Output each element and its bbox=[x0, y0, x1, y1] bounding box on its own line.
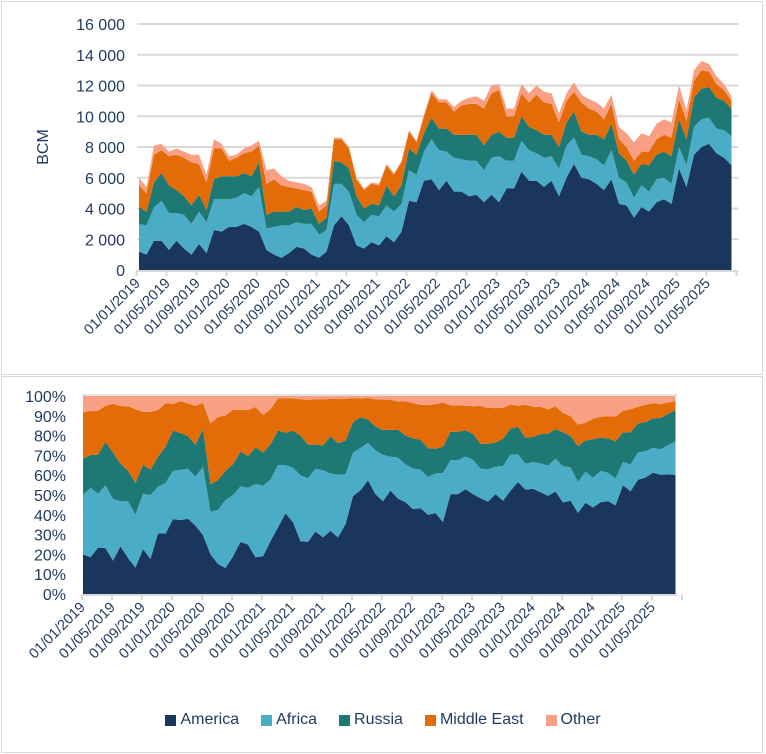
legend-label: Other bbox=[560, 711, 601, 728]
legend-label: America bbox=[180, 711, 240, 728]
y-tick-label: 80% bbox=[34, 429, 66, 446]
legend-item-america: America bbox=[165, 711, 239, 729]
legend-swatch-russia bbox=[339, 714, 351, 726]
y-tick-label: 10% bbox=[34, 567, 66, 584]
share-area-middle-east bbox=[83, 398, 676, 485]
y-tick-label: 90% bbox=[34, 409, 66, 426]
y-tick-label: 40% bbox=[34, 508, 66, 525]
legend-swatch-other bbox=[545, 714, 557, 726]
legend-swatch-america bbox=[165, 714, 177, 726]
y-tick-label: 2 000 bbox=[85, 232, 125, 249]
legend-item-middle-east: Middle East bbox=[424, 711, 524, 729]
share-area-russia bbox=[83, 410, 676, 515]
y-tick-label: 0% bbox=[43, 587, 66, 604]
share-area-africa bbox=[83, 441, 676, 568]
share-chart-panel: 0% 10% 20% 30% 40% 50% 60% 70% 80% 90% 100% 01/01/2… bbox=[1, 376, 763, 753]
y-tick-label: 30% bbox=[34, 528, 66, 545]
legend-swatch-middle-east bbox=[424, 714, 436, 726]
area-america bbox=[139, 143, 732, 270]
y-tick-label: 10 000 bbox=[76, 109, 125, 126]
y-axis-title: BCM bbox=[35, 129, 52, 165]
share-area-other bbox=[83, 396, 676, 425]
area-africa bbox=[139, 117, 732, 258]
share-area-america bbox=[83, 472, 676, 594]
y-tick-label: 6 000 bbox=[85, 171, 125, 188]
area-middle-east bbox=[139, 70, 732, 224]
legend-swatch-africa bbox=[261, 714, 273, 726]
y-tick-label: 14 000 bbox=[76, 48, 125, 65]
legend-item-other: Other bbox=[545, 711, 601, 729]
y-tick-label: 12 000 bbox=[76, 79, 125, 96]
legend-label: Middle East bbox=[439, 711, 524, 728]
y-tick-label: 0 bbox=[116, 263, 125, 280]
volume-stacked-area-chart: 0 2 000 4 000 6 000 8 000 10 000 12 000 14 000 1… bbox=[35, 17, 739, 338]
y-tick-label: 100% bbox=[25, 389, 66, 406]
volume-chart-panel: 0 2 000 4 000 6 000 8 000 10 000 12 000 14 000 1… bbox=[1, 1, 763, 375]
y-tick-label: 50% bbox=[34, 488, 66, 505]
legend-label: Africa bbox=[276, 711, 318, 728]
y-tick-label: 4 000 bbox=[85, 202, 125, 219]
y-tick-label: 70% bbox=[34, 448, 66, 465]
y-tick-label: 8 000 bbox=[85, 140, 125, 157]
legend-item-russia: Russia bbox=[339, 711, 403, 729]
y-tick-label: 20% bbox=[34, 547, 66, 564]
area-other bbox=[139, 60, 732, 212]
legend: America Africa Russia Middle East Other bbox=[0, 711, 766, 729]
legend-item-africa: Africa bbox=[261, 711, 317, 729]
legend-label: Russia bbox=[354, 711, 403, 728]
y-tick-label: 16 000 bbox=[76, 17, 125, 34]
y-tick-label: 60% bbox=[34, 468, 66, 485]
share-stacked-area-chart: 0%10%20%30%40%50%60%70%80%90%100%01/01/2… bbox=[25, 389, 683, 662]
